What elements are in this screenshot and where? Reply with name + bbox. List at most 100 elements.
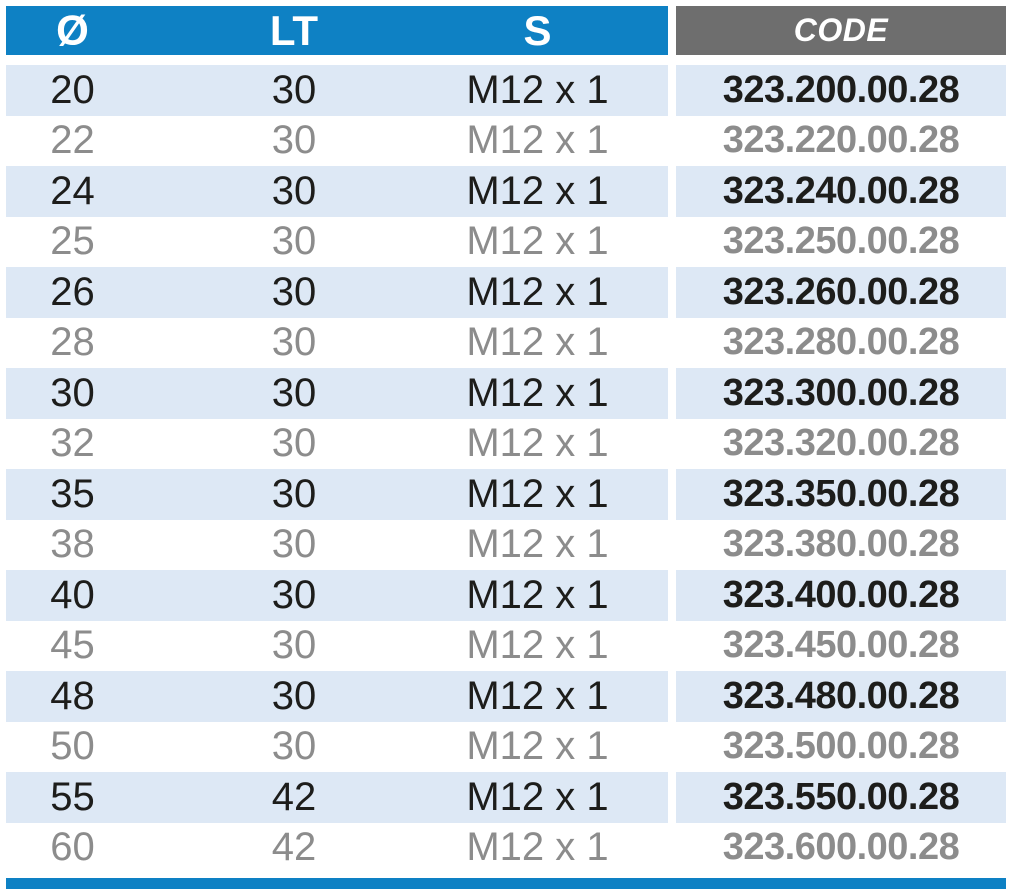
cell-lt: 42 — [271, 825, 317, 870]
cell-diameter: 22 — [50, 118, 95, 163]
cell-s: M12 x 1 — [466, 724, 609, 769]
column-divider — [668, 267, 676, 318]
column-divider — [668, 216, 676, 267]
cell-diameter: 30 — [50, 370, 95, 415]
cell-s: M12 x 1 — [466, 219, 609, 264]
cell-s: M12 x 1 — [466, 320, 609, 365]
cell-s: M12 x 1 — [466, 118, 609, 163]
column-divider — [668, 65, 676, 116]
table-row: 20 30 M12 x 1 323.200.00.28 — [6, 65, 1006, 116]
column-divider — [668, 671, 676, 722]
cell-s: M12 x 1 — [466, 421, 609, 466]
table-row: 60 42 M12 x 1 323.600.00.28 — [6, 822, 1006, 873]
header-lt: LT — [269, 6, 319, 54]
cell-s: M12 x 1 — [466, 774, 609, 819]
cell-diameter: 50 — [50, 724, 95, 769]
column-divider — [668, 317, 676, 368]
cell-code: 323.480.00.28 — [676, 671, 1006, 722]
table-row: 24 30 M12 x 1 323.240.00.28 — [6, 166, 1006, 217]
cell-code: 323.450.00.28 — [722, 624, 960, 667]
column-divider — [668, 519, 676, 570]
cell-s: M12 x 1 — [466, 370, 609, 415]
header-code: CODE — [676, 6, 1006, 55]
cell-diameter: 55 — [50, 774, 95, 819]
cell-diameter: 45 — [50, 623, 95, 668]
column-divider — [668, 772, 676, 823]
cell-code: 323.400.00.28 — [676, 570, 1006, 621]
column-divider — [668, 721, 676, 772]
table-row: 30 30 M12 x 1 323.300.00.28 — [6, 368, 1006, 419]
cell-s: M12 x 1 — [466, 67, 609, 112]
bottom-rule — [6, 878, 1006, 889]
cell-code: 323.280.00.28 — [722, 321, 960, 364]
table-row: 22 30 M12 x 1 323.220.00.28 — [6, 115, 1006, 166]
table-row: 45 30 M12 x 1 323.450.00.28 — [6, 620, 1006, 671]
cell-lt: 30 — [271, 168, 317, 213]
cell-lt: 30 — [271, 623, 317, 668]
cell-lt: 42 — [271, 774, 317, 819]
header-s: S — [523, 6, 552, 54]
cell-s: M12 x 1 — [466, 522, 609, 567]
cell-code: 323.300.00.28 — [676, 368, 1006, 419]
cell-lt: 30 — [271, 673, 317, 718]
cell-lt: 30 — [271, 421, 317, 466]
table-row: 55 42 M12 x 1 323.550.00.28 — [6, 772, 1006, 823]
cell-lt: 30 — [271, 67, 317, 112]
cell-diameter: 28 — [50, 320, 95, 365]
cell-diameter: 40 — [50, 572, 95, 617]
column-divider — [668, 166, 676, 217]
cell-lt: 30 — [271, 370, 317, 415]
cell-diameter: 32 — [50, 421, 95, 466]
cell-s: M12 x 1 — [466, 825, 609, 870]
cell-diameter: 26 — [50, 269, 95, 314]
cell-s: M12 x 1 — [466, 269, 609, 314]
column-divider — [668, 620, 676, 671]
cell-lt: 30 — [271, 320, 317, 365]
cell-code: 323.600.00.28 — [722, 826, 960, 869]
table-row: 26 30 M12 x 1 323.260.00.28 — [6, 267, 1006, 318]
table-header-main: Ø LT S — [6, 6, 668, 55]
column-divider — [668, 570, 676, 621]
cell-s: M12 x 1 — [466, 623, 609, 668]
header-diameter: Ø — [56, 6, 89, 54]
cell-code: 323.200.00.28 — [676, 65, 1006, 116]
cell-lt: 30 — [271, 724, 317, 769]
spec-table: Ø LT S CODE 20 30 M12 x 1 323.200.00.28 22… — [6, 6, 1006, 889]
cell-diameter: 38 — [50, 522, 95, 567]
cell-lt: 30 — [271, 269, 317, 314]
table-row: 28 30 M12 x 1 323.280.00.28 — [6, 317, 1006, 368]
table-row: 25 30 M12 x 1 323.250.00.28 — [6, 216, 1006, 267]
cell-lt: 30 — [271, 522, 317, 567]
table-row: 38 30 M12 x 1 323.380.00.28 — [6, 519, 1006, 570]
cell-lt: 30 — [271, 219, 317, 264]
cell-code: 323.500.00.28 — [722, 725, 960, 768]
column-divider — [668, 368, 676, 419]
cell-diameter: 48 — [50, 673, 95, 718]
cell-s: M12 x 1 — [466, 168, 609, 213]
cell-code: 323.550.00.28 — [676, 772, 1006, 823]
column-divider — [668, 469, 676, 520]
table-row: 48 30 M12 x 1 323.480.00.28 — [6, 671, 1006, 722]
column-divider — [668, 115, 676, 166]
column-divider — [668, 6, 676, 55]
cell-lt: 30 — [271, 572, 317, 617]
cell-code: 323.320.00.28 — [722, 422, 960, 465]
column-divider — [668, 418, 676, 469]
cell-code: 323.240.00.28 — [676, 166, 1006, 217]
cell-s: M12 x 1 — [466, 673, 609, 718]
cell-code: 323.260.00.28 — [676, 267, 1006, 318]
cell-code: 323.250.00.28 — [722, 220, 960, 263]
cell-diameter: 20 — [50, 67, 95, 112]
cell-diameter: 25 — [50, 219, 95, 264]
cell-lt: 30 — [271, 118, 317, 163]
cell-code: 323.220.00.28 — [722, 119, 960, 162]
table-row: 50 30 M12 x 1 323.500.00.28 — [6, 721, 1006, 772]
table-header-row: Ø LT S CODE — [6, 6, 1006, 55]
cell-s: M12 x 1 — [466, 471, 609, 516]
table-row: 32 30 M12 x 1 323.320.00.28 — [6, 418, 1006, 469]
column-divider — [668, 822, 676, 873]
cell-diameter: 60 — [50, 825, 95, 870]
table-row: 40 30 M12 x 1 323.400.00.28 — [6, 570, 1006, 621]
cell-diameter: 24 — [50, 168, 95, 213]
cell-lt: 30 — [271, 471, 317, 516]
